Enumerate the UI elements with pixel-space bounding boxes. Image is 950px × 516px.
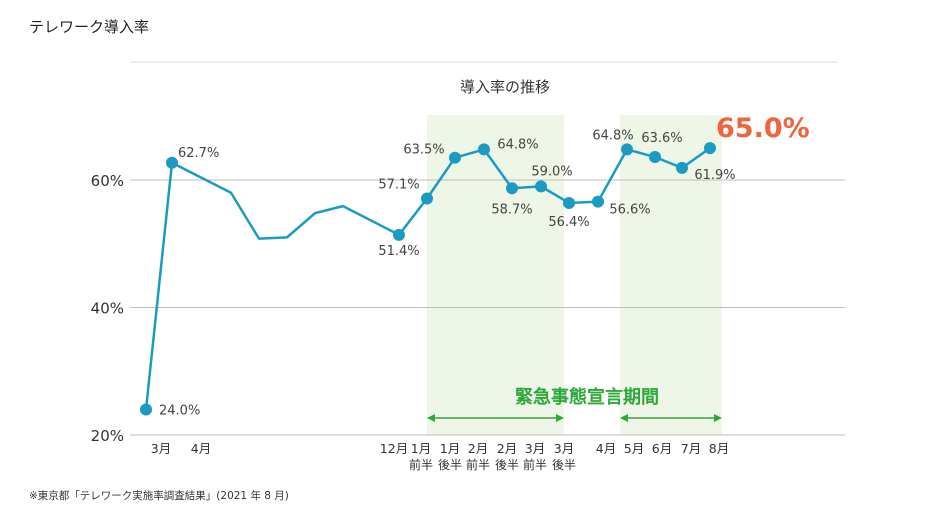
data-point xyxy=(449,151,461,164)
data-label: 63.5% xyxy=(403,143,444,158)
data-label: 63.6% xyxy=(641,131,682,146)
x-tick-label: 3月 xyxy=(554,441,574,456)
x-tick-label: 4月 xyxy=(191,441,211,456)
x-tick-label: 6月 xyxy=(652,441,672,456)
data-point xyxy=(506,182,518,195)
x-tick-sublabel: 前半 xyxy=(523,457,547,472)
x-tick-label: 3月 xyxy=(151,441,171,456)
emergency-arrow-2-head-left xyxy=(620,414,628,422)
page-title: テレワーク導入率 xyxy=(29,18,150,36)
x-tick-label: 2月 xyxy=(468,441,488,456)
emergency-arrow-1-head-left xyxy=(427,414,435,422)
x-tick-label: 4月 xyxy=(596,441,616,456)
y-tick-label: 20% xyxy=(91,427,124,445)
chart-title: 導入率の推移 xyxy=(460,78,550,96)
data-point xyxy=(166,156,178,169)
x-tick-label: 5月 xyxy=(624,441,644,456)
x-tick-label: 2月 xyxy=(497,441,517,456)
data-label: 64.8% xyxy=(497,137,538,152)
emergency-arrow-1-head-right xyxy=(556,414,564,422)
data-point xyxy=(421,192,433,205)
emergency-band-2 xyxy=(620,115,722,435)
data-label: 62.7% xyxy=(178,146,219,161)
data-point xyxy=(592,195,604,208)
x-tick-sublabel: 後半 xyxy=(495,458,519,472)
data-point xyxy=(704,142,716,155)
x-tick-sublabel: 後半 xyxy=(438,458,462,472)
x-tick-label: 8月 xyxy=(709,441,729,456)
x-tick-label: 3月 xyxy=(525,441,545,456)
data-point xyxy=(535,180,547,193)
data-label: 56.4% xyxy=(548,215,589,230)
data-label: 58.7% xyxy=(491,202,532,217)
highlight-data-label: 65.0% xyxy=(716,113,810,144)
x-tick-label: 7月 xyxy=(681,441,701,456)
emergency-label: 緊急事態宣言期間 xyxy=(515,386,659,408)
data-point xyxy=(478,143,490,156)
data-point xyxy=(563,196,575,209)
data-point xyxy=(649,151,661,164)
x-tick-sublabel: 前半 xyxy=(409,457,433,472)
x-tick-label: 1月 xyxy=(411,441,431,456)
data-label: 24.0% xyxy=(159,404,200,419)
data-point xyxy=(393,228,405,241)
y-tick-label: 40% xyxy=(91,300,124,318)
data-point xyxy=(621,143,633,156)
source-note: ※東京都「テレワーク実施率調査結果」(2021 年 8 月) xyxy=(29,490,289,502)
data-point xyxy=(140,403,152,416)
x-tick-label: 12月 xyxy=(380,441,408,456)
x-tick-sublabel: 後半 xyxy=(552,458,576,472)
data-point xyxy=(676,161,688,174)
data-label: 64.8% xyxy=(592,128,633,143)
emergency-band-1 xyxy=(427,115,564,435)
data-label: 61.9% xyxy=(694,168,735,183)
data-label: 57.1% xyxy=(378,177,419,192)
y-tick-label: 60% xyxy=(91,172,124,190)
x-tick-label: 1月 xyxy=(440,441,460,456)
emergency-arrow-2-head-right xyxy=(714,414,722,422)
x-tick-sublabel: 前半 xyxy=(466,457,490,472)
data-label: 51.4% xyxy=(378,244,419,259)
data-label: 56.6% xyxy=(609,203,650,218)
data-label: 59.0% xyxy=(531,164,572,179)
